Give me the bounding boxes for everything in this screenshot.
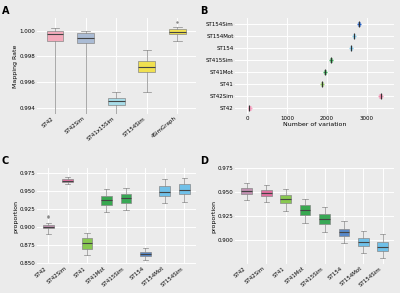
Text: C: C — [2, 156, 9, 166]
Y-axis label: proportion: proportion — [13, 200, 18, 233]
PathPatch shape — [261, 190, 272, 196]
X-axis label: Number of variation: Number of variation — [283, 122, 346, 127]
PathPatch shape — [77, 33, 94, 43]
PathPatch shape — [169, 29, 186, 34]
PathPatch shape — [43, 225, 54, 228]
Y-axis label: proportion: proportion — [212, 200, 217, 233]
Text: B: B — [200, 6, 208, 16]
PathPatch shape — [140, 252, 151, 256]
PathPatch shape — [160, 186, 170, 196]
PathPatch shape — [378, 242, 388, 251]
PathPatch shape — [242, 188, 252, 194]
PathPatch shape — [280, 195, 291, 203]
PathPatch shape — [62, 179, 73, 182]
PathPatch shape — [46, 30, 63, 41]
PathPatch shape — [120, 195, 131, 203]
PathPatch shape — [300, 205, 310, 215]
PathPatch shape — [108, 98, 125, 105]
PathPatch shape — [339, 229, 349, 236]
PathPatch shape — [138, 62, 155, 72]
PathPatch shape — [179, 184, 190, 195]
PathPatch shape — [319, 214, 330, 224]
Text: D: D — [200, 156, 208, 166]
PathPatch shape — [101, 196, 112, 205]
Text: A: A — [2, 6, 9, 16]
PathPatch shape — [82, 239, 92, 248]
PathPatch shape — [358, 238, 369, 246]
Y-axis label: Mapping Rate: Mapping Rate — [13, 44, 18, 88]
